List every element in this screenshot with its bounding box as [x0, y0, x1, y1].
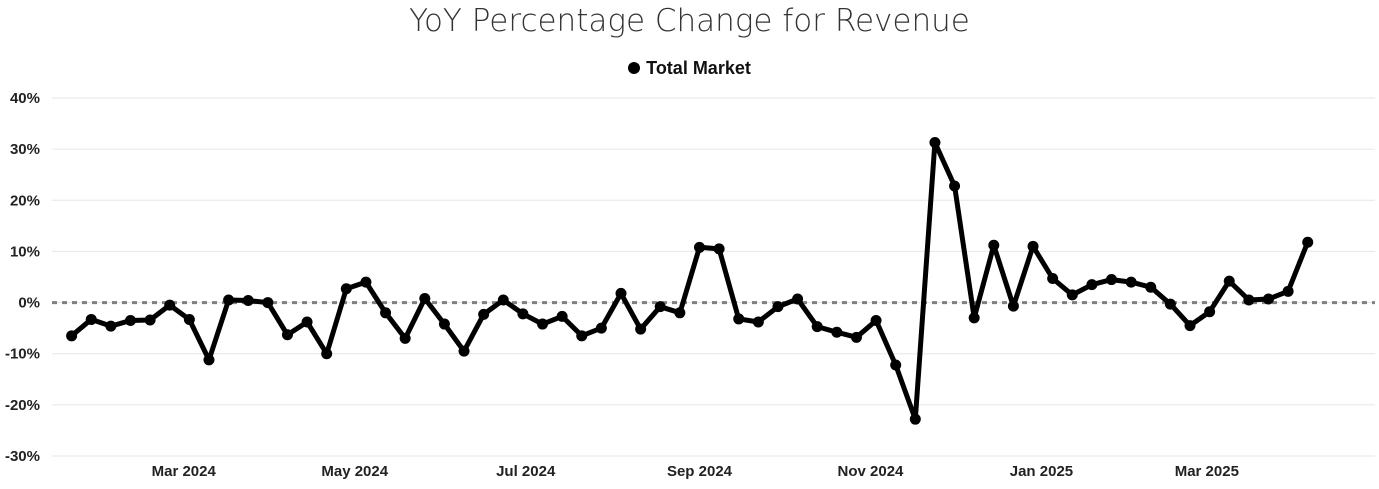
data-point: [733, 313, 745, 325]
data-point: [223, 294, 235, 306]
data-point: [693, 241, 705, 253]
data-point: [458, 345, 470, 357]
data-point: [164, 299, 176, 311]
data-point: [576, 330, 588, 342]
data-point: [360, 276, 372, 288]
data-point: [615, 287, 627, 299]
x-tick-label: Nov 2024: [838, 463, 905, 480]
data-point: [85, 313, 97, 325]
data-point: [203, 354, 215, 366]
y-tick-label: -30%: [5, 448, 40, 465]
data-point: [1282, 285, 1294, 297]
data-point: [399, 332, 411, 344]
data-point: [1066, 289, 1078, 301]
data-point: [478, 308, 490, 320]
data-point: [105, 320, 117, 332]
data-point: [909, 413, 921, 425]
data-point: [438, 318, 450, 330]
y-tick-label: -20%: [5, 397, 40, 414]
data-point: [419, 292, 431, 304]
y-tick-label: 30%: [10, 141, 40, 158]
data-point: [635, 323, 647, 335]
data-point: [66, 330, 78, 342]
data-point: [929, 136, 941, 148]
x-tick-label: May 2024: [321, 463, 388, 480]
data-point: [1302, 236, 1314, 248]
data-point: [497, 294, 509, 306]
data-point: [949, 180, 961, 192]
data-point: [595, 322, 607, 334]
data-point: [870, 314, 882, 326]
data-point: [850, 331, 862, 343]
x-tick-label: Jul 2024: [496, 463, 556, 480]
data-point: [144, 314, 156, 326]
data-point: [1223, 275, 1235, 287]
data-point: [556, 310, 568, 322]
data-point: [1184, 320, 1196, 332]
data-point: [811, 321, 823, 333]
data-point: [340, 283, 352, 295]
legend-label: Total Market: [646, 57, 751, 78]
data-point: [654, 301, 666, 313]
data-point: [988, 239, 1000, 251]
x-tick-label: Sep 2024: [667, 463, 733, 480]
data-point: [124, 314, 136, 326]
legend-marker: [628, 62, 641, 74]
data-point: [1125, 276, 1137, 288]
data-point: [713, 243, 725, 255]
data-point: [1047, 273, 1059, 285]
data-point: [1204, 306, 1216, 318]
data-point: [772, 301, 784, 313]
data-point: [1262, 293, 1274, 305]
x-tick-label: Mar 2025: [1175, 463, 1239, 480]
x-tick-label: Mar 2024: [152, 463, 217, 480]
y-tick-label: 10%: [10, 243, 40, 260]
data-point: [752, 316, 764, 328]
data-point: [1164, 298, 1176, 310]
data-point: [281, 329, 293, 341]
y-tick-label: 20%: [10, 192, 40, 209]
data-point: [183, 313, 195, 325]
data-point: [792, 293, 804, 305]
data-point: [831, 326, 843, 338]
series-line: [69, 140, 1311, 422]
data-point: [537, 318, 549, 330]
data-point: [321, 348, 333, 360]
data-point: [1007, 300, 1019, 312]
data-point: [674, 307, 686, 319]
data-point: [242, 295, 254, 307]
chart-title: YoY Percentage Change for Revenue: [409, 3, 970, 39]
data-point: [1027, 240, 1039, 252]
y-tick-label: 40%: [10, 90, 40, 107]
data-point: [968, 312, 980, 324]
data-point: [380, 307, 392, 319]
x-tick-label: Jan 2025: [1010, 463, 1073, 480]
data-point: [1086, 279, 1098, 291]
data-point: [262, 297, 274, 309]
data-point: [517, 308, 529, 320]
data-point: [1243, 294, 1255, 306]
data-point: [301, 316, 313, 328]
y-tick-label: 0%: [18, 295, 40, 312]
legend[interactable]: Total Market: [0, 56, 1379, 80]
data-point: [1106, 274, 1118, 286]
data-point: [1145, 281, 1157, 293]
data-point: [890, 359, 902, 371]
y-tick-label: -10%: [5, 346, 40, 363]
